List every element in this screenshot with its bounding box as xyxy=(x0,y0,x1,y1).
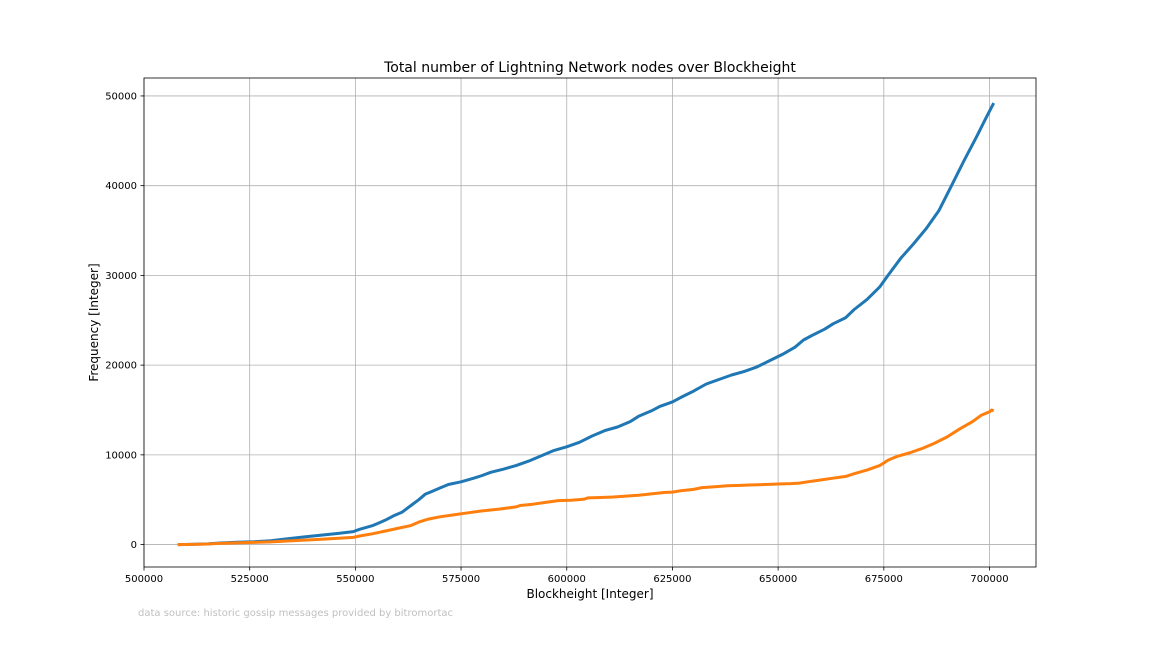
x-tick-label: 625000 xyxy=(653,574,691,585)
y-tick-label: 10000 xyxy=(105,450,137,461)
x-tick-label: 550000 xyxy=(336,574,374,585)
y-tick-label: 40000 xyxy=(105,181,137,192)
series-layer xyxy=(177,102,996,547)
chart-title: Total number of Lightning Network nodes … xyxy=(383,60,796,76)
grid xyxy=(143,78,1036,567)
x-tick-label: 700000 xyxy=(970,574,1008,585)
y-tick-label: 0 xyxy=(131,540,137,551)
axis-ticks: 500000 525000 550000 575000 600000 625000 6500… xyxy=(105,91,1008,585)
y-tick-label: 20000 xyxy=(105,361,137,372)
x-axis-label: Blockheight [Integer] xyxy=(526,587,653,601)
y-tick-label: 50000 xyxy=(105,91,137,102)
x-tick-label: 675000 xyxy=(865,574,903,585)
x-tick-label: 500000 xyxy=(125,574,163,585)
x-tick-label: 525000 xyxy=(231,574,269,585)
y-tick-label: 30000 xyxy=(105,271,137,282)
plot-frame xyxy=(143,77,1037,568)
y-axis-label: Frequency [Integer] xyxy=(87,263,101,381)
series-line-2 xyxy=(177,408,995,547)
data-source-note: data source: historic gossip messages pr… xyxy=(138,608,453,619)
x-tick-label: 600000 xyxy=(548,574,586,585)
x-tick-label: 575000 xyxy=(442,574,480,585)
x-tick-label: 650000 xyxy=(759,574,797,585)
series-line-1 xyxy=(177,102,996,547)
